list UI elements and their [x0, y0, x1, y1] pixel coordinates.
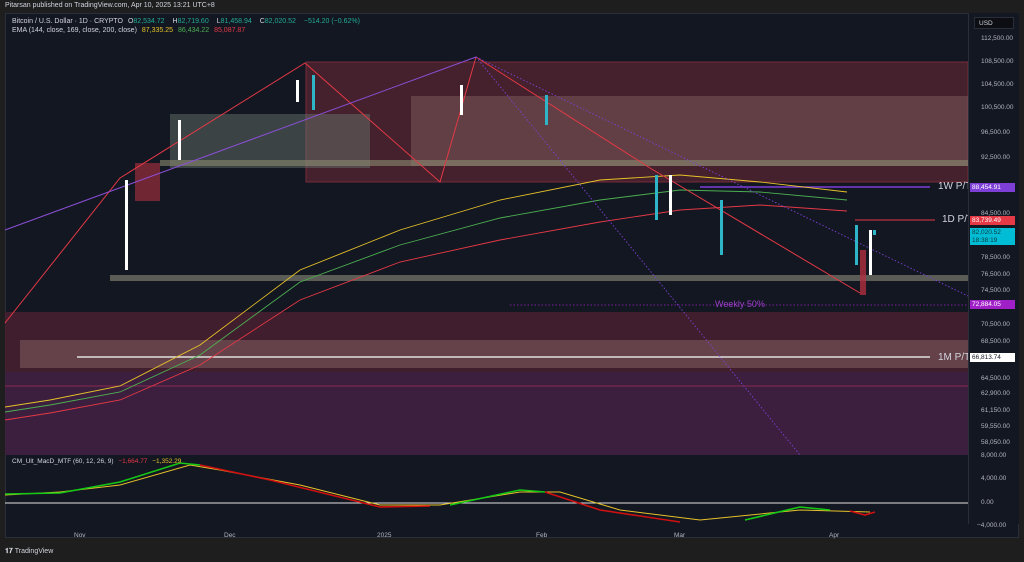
- price-tag-weekly50: 72,884.05: [970, 300, 1015, 309]
- price-tick: 78,500.00: [981, 254, 1010, 261]
- price-tick: 76,500.00: [981, 271, 1010, 278]
- price-tick: 64,500.00: [981, 375, 1010, 382]
- price-tick: 62,900.00: [981, 390, 1010, 397]
- price-tag-1m: 66,813.74: [970, 353, 1015, 362]
- tv-logo-icon: 𝟏𝟕: [5, 548, 15, 555]
- time-tick: Mar: [674, 532, 686, 539]
- ema-200-value: 85,087.87: [214, 27, 246, 34]
- price-tag-1d: 83,739.49: [970, 216, 1015, 225]
- macd-legend: CM_Ult_MacD_MTF (60, 12, 26, 9) −1,664.7…: [12, 458, 184, 465]
- price-tick: 70,500.00: [981, 321, 1010, 328]
- price-tick: 112,500.00: [981, 35, 1014, 42]
- price-tick: 61,150.00: [981, 407, 1010, 414]
- ohlc-close: C82,020.52: [259, 18, 296, 25]
- price-tick: 84,500.00: [981, 210, 1010, 217]
- price-scale[interactable]: 112,500.00 108,500.00 104,500.00 100,500…: [968, 13, 1019, 529]
- macd-tick: −4,000.00: [977, 522, 1007, 529]
- tradingview-logo[interactable]: 𝟏𝟕 TradingView: [5, 548, 54, 555]
- price-tick: 92,500.00: [981, 154, 1010, 161]
- price-tick: 58,050.00: [981, 439, 1010, 446]
- macd-tick: 8,000.00: [981, 452, 1007, 459]
- ema-label: EMA (144, close, 169, close, 200, close): [12, 27, 137, 34]
- level-1d-pt: 1D P/T: [942, 214, 974, 225]
- price-tick: 100,500.00: [981, 104, 1014, 111]
- currency-button[interactable]: USD: [974, 17, 1014, 29]
- price-tick: 74,500.00: [981, 287, 1010, 294]
- weekly-50-label: Weekly 50%: [715, 299, 765, 309]
- publisher-line: Pitarsan published on TradingView.com, A…: [5, 2, 215, 9]
- ema-legend: EMA (144, close, 169, close, 200, close)…: [12, 27, 248, 34]
- price-tick: 59,550.00: [981, 423, 1010, 430]
- price-tick: 68,500.00: [981, 338, 1010, 345]
- price-tick: 108,500.00: [981, 58, 1014, 65]
- macd-tick: 0.00: [981, 499, 994, 506]
- ohlc-low: L81,458.94: [216, 18, 252, 25]
- price-tag-last: 82,020.52: [970, 228, 1015, 237]
- price-tag-1w: 88,454.91: [970, 183, 1015, 192]
- bar-countdown: 18:38:19: [970, 236, 1015, 245]
- level-1m-pt: 1M P/T: [938, 352, 971, 363]
- symbol-legend: Bitcoin / U.S. Dollar · 1D · CRYPTO O82,…: [12, 18, 363, 25]
- macd-label: CM_Ult_MacD_MTF (60, 12, 26, 9): [12, 458, 114, 465]
- level-1w-pt: 1W P/T: [938, 181, 972, 192]
- ohlc-change: −514.20 (−0.62%): [303, 18, 360, 25]
- ema-144-value: 87,335.25: [141, 27, 174, 34]
- time-tick: 2025: [377, 532, 392, 539]
- time-tick: Dec: [224, 532, 236, 539]
- symbol-name: Bitcoin / U.S. Dollar · 1D · CRYPTO: [12, 18, 123, 25]
- macd-tick: 4,000.00: [981, 475, 1007, 482]
- time-tick: Feb: [536, 532, 548, 539]
- price-tick: 104,500.00: [981, 81, 1014, 88]
- macd-value-1: −1,664.77: [118, 458, 148, 465]
- macd-value-2: −1,352.29: [152, 458, 182, 465]
- ohlc-open: O82,534.72: [127, 18, 165, 25]
- price-tick: 96,500.00: [981, 129, 1010, 136]
- time-tick: Apr: [829, 532, 840, 539]
- time-tick: Nov: [74, 532, 86, 539]
- ohlc-high: H82,719.60: [172, 18, 209, 25]
- ema-169-value: 86,434.22: [177, 27, 210, 34]
